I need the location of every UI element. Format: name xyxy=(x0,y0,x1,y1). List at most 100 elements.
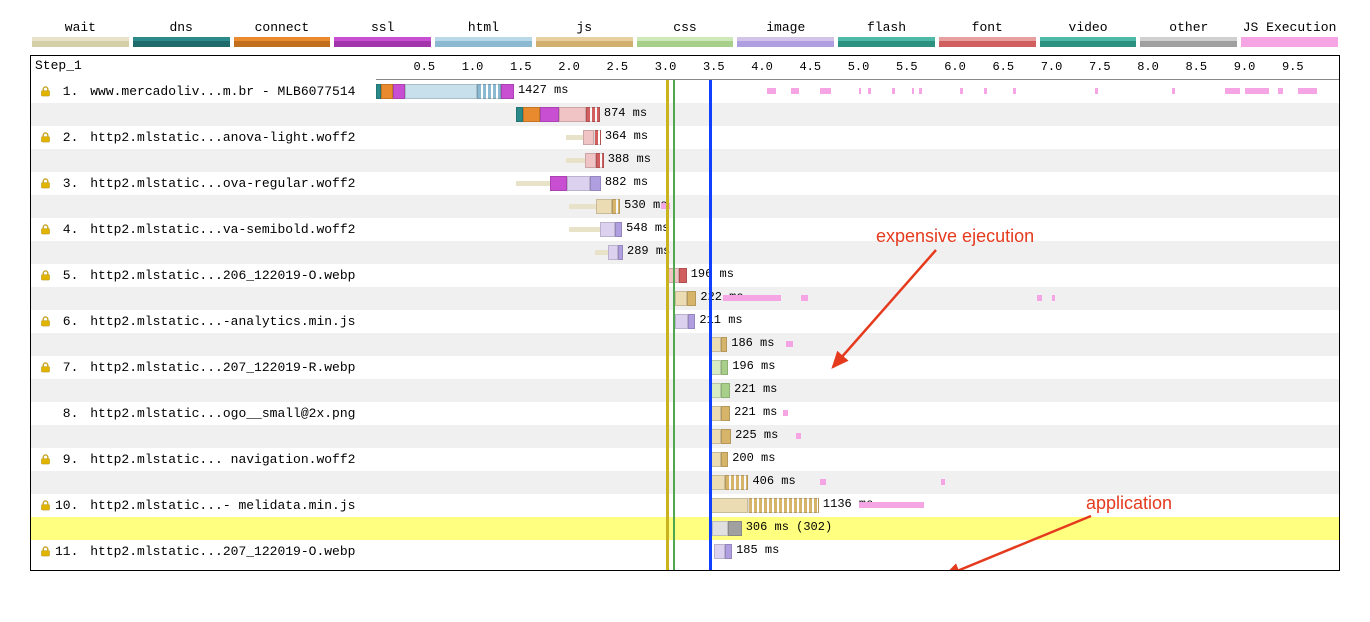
bar-segment xyxy=(725,544,732,559)
request-bar[interactable] xyxy=(376,84,514,99)
ruler-tick: 4.5 xyxy=(799,60,821,74)
js-execution-bar xyxy=(859,88,862,94)
ruler-tick: 1.0 xyxy=(462,60,484,74)
bar-row: 1136 ms xyxy=(376,494,1339,517)
bar-segment xyxy=(596,199,612,214)
request-bar[interactable] xyxy=(709,498,819,513)
row-number: 2. xyxy=(55,130,86,145)
lock-icon xyxy=(39,362,51,374)
timing-label: 225 ms xyxy=(735,428,778,442)
js-execution-bar xyxy=(1013,88,1016,94)
bar-segment xyxy=(712,521,728,536)
bar-segment xyxy=(595,250,608,255)
request-url: http2.mlstatic...anova-light.woff2 xyxy=(90,130,355,145)
request-bar[interactable] xyxy=(516,176,601,191)
timing-label: 196 ms xyxy=(732,359,775,373)
bar-segment xyxy=(569,227,600,232)
js-execution-bar xyxy=(783,410,788,416)
js-execution-bar xyxy=(868,88,871,94)
bar-segment xyxy=(675,314,688,329)
request-url: http2.mlstatic...ogo__small@2x.png xyxy=(90,406,355,421)
row-number: 3. xyxy=(55,176,86,191)
request-bar[interactable] xyxy=(569,199,620,214)
request-row[interactable]: 9. http2.mlstatic... navigation.woff2 xyxy=(31,448,376,471)
request-row[interactable]: 11. http2.mlstatic...207_122019-O.webp xyxy=(31,540,376,563)
waterfall-bars: 1427 ms874 ms364 ms388 ms882 ms530 ms548… xyxy=(376,80,1339,570)
bar-row: 185 ms xyxy=(376,540,1339,563)
request-row[interactable]: 1. www.mercadoliv...m.br - MLB6077514 xyxy=(31,80,376,103)
request-bar[interactable] xyxy=(709,383,730,398)
row-number: 6. xyxy=(55,314,86,329)
request-bar[interactable] xyxy=(569,222,622,237)
bar-segment xyxy=(567,176,590,191)
timing-label: 548 ms xyxy=(626,221,669,235)
timing-label: 388 ms xyxy=(608,152,651,166)
legend-label: wait xyxy=(32,20,129,37)
request-bar[interactable] xyxy=(566,153,604,168)
row-number: 10. xyxy=(55,498,86,513)
timing-label: 221 ms xyxy=(734,382,777,396)
bar-segment xyxy=(586,107,600,122)
timing-label: 1427 ms xyxy=(518,83,568,97)
request-row[interactable]: 8. http2.mlstatic...ogo__small@2x.png xyxy=(31,402,376,425)
request-bar[interactable] xyxy=(675,291,696,306)
request-row[interactable]: 6. http2.mlstatic...-analytics.min.js xyxy=(31,310,376,333)
bar-segment xyxy=(615,222,622,237)
bar-segment xyxy=(501,84,514,99)
request-bar[interactable] xyxy=(712,521,742,536)
legend-label: video xyxy=(1040,20,1137,37)
js-execution-bar xyxy=(859,502,925,508)
request-bar[interactable] xyxy=(709,429,731,444)
bar-segment xyxy=(608,245,619,260)
legend-label: connect xyxy=(234,20,331,37)
event-line xyxy=(666,80,669,570)
request-bar[interactable] xyxy=(516,107,600,122)
bar-segment xyxy=(675,291,687,306)
legend-connect: connect xyxy=(232,20,333,47)
ruler-tick: 3.0 xyxy=(655,60,677,74)
timing-label: 196 ms xyxy=(691,267,734,281)
js-execution-bar xyxy=(820,479,826,485)
request-row[interactable]: 7. http2.mlstatic...207_122019-R.webp xyxy=(31,356,376,379)
request-bar[interactable] xyxy=(595,245,623,260)
request-url: http2.mlstatic...207_122019-R.webp xyxy=(90,360,355,375)
request-row[interactable]: 10. http2.mlstatic...- melidata.min.js xyxy=(31,494,376,517)
bar-segment xyxy=(688,314,696,329)
ruler-tick: 2.5 xyxy=(606,60,628,74)
request-bar[interactable] xyxy=(709,475,749,490)
request-bar[interactable] xyxy=(667,268,686,283)
js-execution-bar xyxy=(1298,88,1317,94)
ruler-tick: 2.0 xyxy=(558,60,580,74)
js-execution-bar xyxy=(801,295,809,301)
js-execution-bar xyxy=(791,88,799,94)
request-bar[interactable] xyxy=(566,130,601,145)
request-row[interactable]: 4. http2.mlstatic...va-semibold.woff2 xyxy=(31,218,376,241)
ruler-tick: 7.5 xyxy=(1089,60,1111,74)
request-row[interactable]: 2. http2.mlstatic...anova-light.woff2 xyxy=(31,126,376,149)
bar-segment xyxy=(725,475,748,490)
request-bar[interactable] xyxy=(714,544,732,559)
time-ruler: 0.51.01.52.02.53.03.54.04.55.05.56.06.57… xyxy=(376,56,1339,80)
request-bar[interactable] xyxy=(675,314,695,329)
bar-row: 1427 ms xyxy=(376,80,1339,103)
bar-row: 406 ms xyxy=(376,471,1339,494)
js-execution-bar xyxy=(1052,295,1056,301)
legend: waitdnsconnectsslhtmljscssimageflashfont… xyxy=(30,20,1340,47)
bar-segment xyxy=(405,84,477,99)
ruler-tick: 6.5 xyxy=(992,60,1014,74)
bar-segment xyxy=(523,107,540,122)
bar-segment xyxy=(596,153,604,168)
js-execution-bar xyxy=(1037,295,1042,301)
legend-label: dns xyxy=(133,20,230,37)
ruler-tick: 9.5 xyxy=(1282,60,1304,74)
bar-row: 530 ms xyxy=(376,195,1339,218)
event-line xyxy=(673,80,675,570)
request-row[interactable]: 3. http2.mlstatic...ova-regular.woff2 xyxy=(31,172,376,195)
request-url: http2.mlstatic...207_122019-O.webp xyxy=(90,544,355,559)
request-row[interactable]: 5. http2.mlstatic...206_122019-O.webp xyxy=(31,264,376,287)
bar-row: 221 ms xyxy=(376,402,1339,425)
ruler-tick: 8.5 xyxy=(1185,60,1207,74)
js-execution-bar xyxy=(912,88,915,94)
request-bar[interactable] xyxy=(709,406,730,421)
lock-icon xyxy=(39,270,51,282)
